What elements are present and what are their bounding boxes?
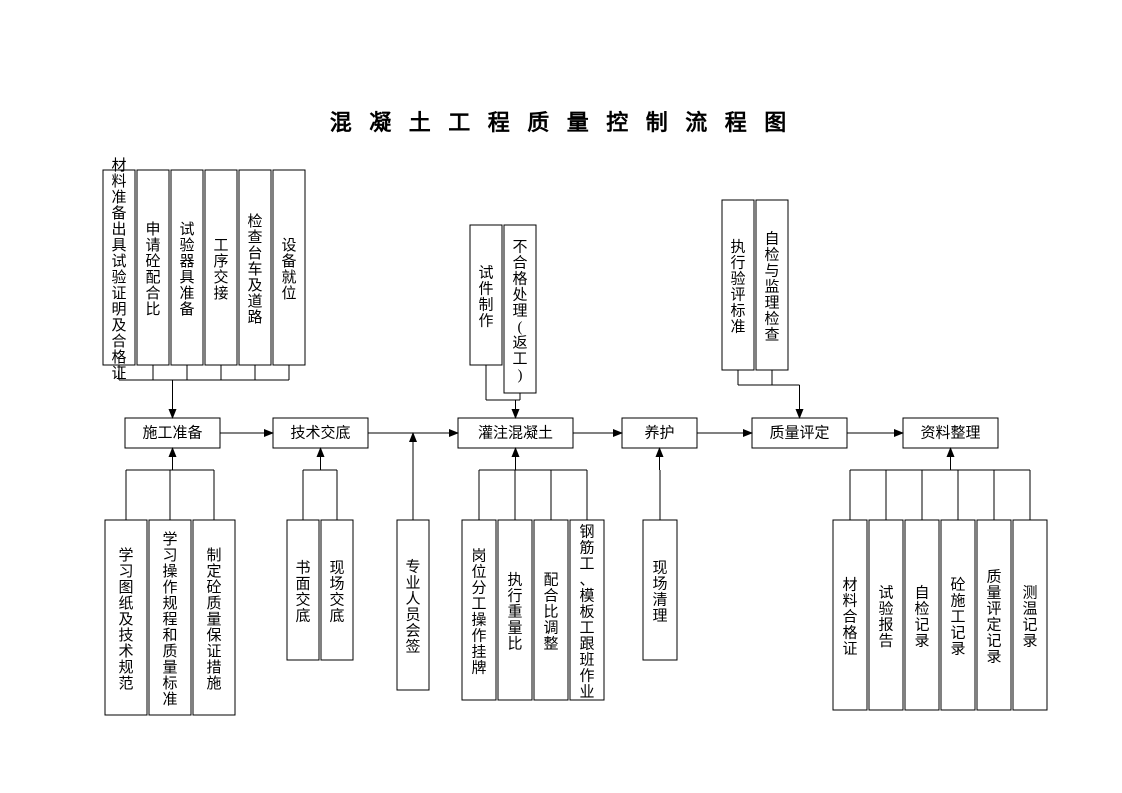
vlabel-bot_sign-0: 专业人员会签 (405, 558, 420, 655)
vlabel-bot_pour-3: 钢筋工、模板工跟班作业 (579, 523, 594, 700)
vlabel-top_prep-2: 试验器具准备 (179, 221, 194, 318)
vlabel-top_prep-4: 检查台车及道路 (247, 213, 262, 326)
vlabel-bot_prep-1: 学习操作规程和质量标准 (162, 531, 177, 708)
diagram-title: 混 凝 土 工 程 质 量 控 制 流 程 图 (330, 110, 793, 135)
vlabel-bot_doc-1: 试验报告 (878, 584, 893, 649)
vlabel-top_prep-1: 申请砼配合比 (145, 221, 160, 318)
vlabel-top_pour-1: 不合格处理(返工) (512, 239, 527, 383)
vlabel-top_prep-3: 工序交接 (213, 238, 228, 302)
vlabel-bot_prep-0: 学习图纸及技术规范 (118, 547, 133, 692)
main-label-cure: 养护 (644, 424, 674, 441)
vlabel-top_qc-0: 执行验评标准 (730, 238, 745, 335)
main-label-pour: 灌注混凝土 (478, 424, 553, 441)
vlabel-bot_pour-2: 配合比调整 (543, 571, 558, 652)
vlabel-bot_tech-0: 书面交底 (295, 559, 310, 624)
vlabel-bot_prep-2: 制定砼质量保证措施 (206, 547, 221, 692)
vlabel-top_prep-0: 材料准备出具试验证明及合格证 (111, 157, 126, 382)
main-label-prep: 施工准备 (142, 424, 202, 441)
main-label-qc: 质量评定 (769, 424, 829, 441)
vlabel-bot_pour-0: 岗位分工操作挂牌 (471, 547, 486, 676)
vlabel-bot_cure-0: 现场清理 (652, 560, 667, 624)
vlabel-top_qc-1: 自检与监理检查 (764, 230, 779, 343)
vlabel-bot_doc-4: 质量评定记录 (986, 568, 1001, 665)
vlabel-bot_doc-0: 材料合格证 (842, 576, 857, 657)
vlabel-bot_doc-5: 测温记录 (1022, 584, 1037, 649)
vlabel-bot_tech-1: 现场交底 (329, 560, 344, 624)
main-label-doc: 资料整理 (920, 424, 980, 441)
vlabel-top_prep-5: 设备就位 (281, 237, 296, 302)
main-label-tech: 技术交底 (290, 423, 350, 441)
vlabel-bot_pour-1: 执行重量比 (507, 571, 522, 652)
vlabel-bot_doc-2: 自检记录 (914, 584, 929, 649)
vlabel-bot_doc-3: 砼施工记录 (950, 576, 965, 657)
vlabel-top_pour-0: 试件制作 (478, 264, 493, 329)
